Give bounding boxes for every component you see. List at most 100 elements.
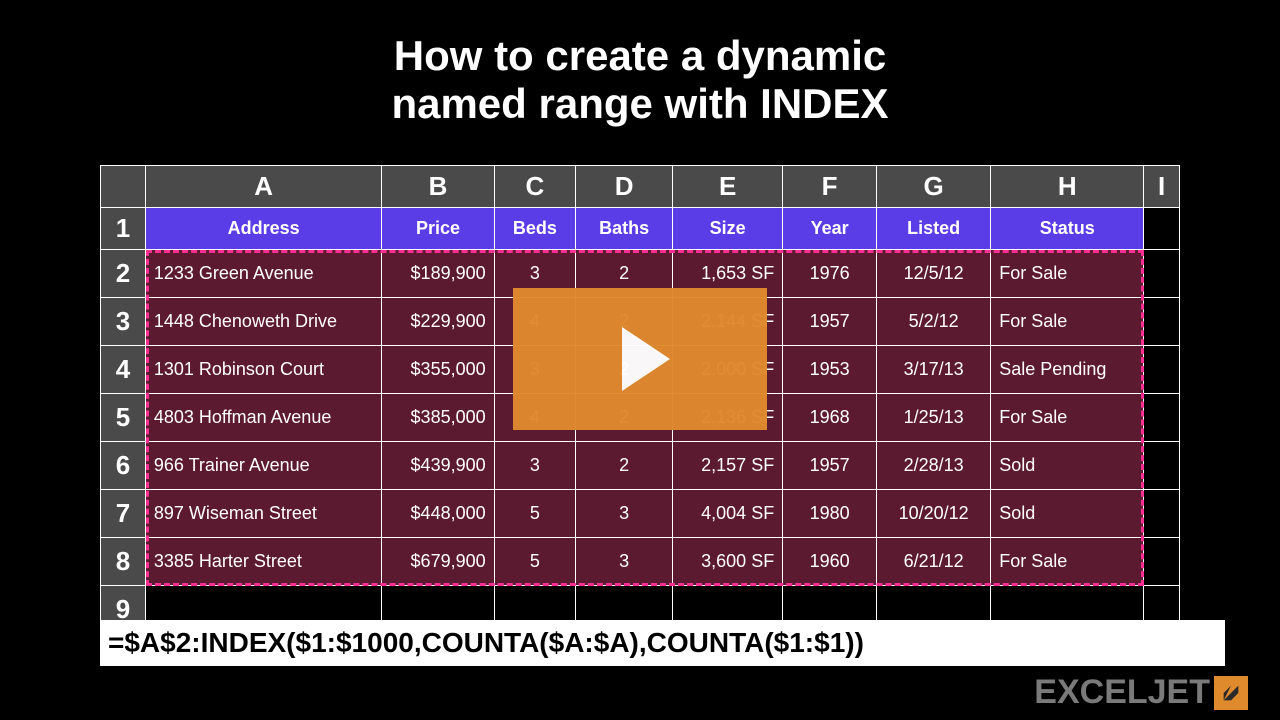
- cell-status[interactable]: Sale Pending: [991, 346, 1144, 394]
- header-price[interactable]: Price: [382, 208, 494, 250]
- table-row: 8 3385 Harter Street $679,900 5 3 3,600 …: [101, 538, 1180, 586]
- col-head-G[interactable]: G: [877, 166, 991, 208]
- cell-baths[interactable]: 2: [576, 442, 673, 490]
- cell-blank[interactable]: [1144, 250, 1180, 298]
- row-head-8[interactable]: 8: [101, 538, 146, 586]
- cell-address[interactable]: 3385 Harter Street: [145, 538, 382, 586]
- title-line-1: How to create a dynamic: [394, 32, 887, 79]
- header-size[interactable]: Size: [673, 208, 783, 250]
- cell-status[interactable]: For Sale: [991, 394, 1144, 442]
- col-head-F[interactable]: F: [783, 166, 877, 208]
- header-baths[interactable]: Baths: [576, 208, 673, 250]
- col-head-H[interactable]: H: [991, 166, 1144, 208]
- cell-price[interactable]: $679,900: [382, 538, 494, 586]
- cell-I1[interactable]: [1144, 208, 1180, 250]
- size-unit: SF: [751, 551, 774, 571]
- cell-blank[interactable]: [1144, 538, 1180, 586]
- cell-address[interactable]: 1233 Green Avenue: [145, 250, 382, 298]
- size-unit: SF: [751, 263, 774, 283]
- cell-year[interactable]: 1957: [783, 442, 877, 490]
- cell-listed[interactable]: 3/17/13: [877, 346, 991, 394]
- cell-baths[interactable]: 3: [576, 490, 673, 538]
- row-head-7[interactable]: 7: [101, 490, 146, 538]
- cell-status[interactable]: For Sale: [991, 298, 1144, 346]
- size-number: 3,600: [701, 551, 746, 571]
- cell-size[interactable]: 4,004 SF: [673, 490, 783, 538]
- logo-text: EXCELJET: [1034, 673, 1210, 712]
- stage: How to create a dynamic named range with…: [0, 0, 1280, 720]
- cell-year[interactable]: 1980: [783, 490, 877, 538]
- cell-blank[interactable]: [1144, 394, 1180, 442]
- cell-listed[interactable]: 1/25/13: [877, 394, 991, 442]
- cell-status[interactable]: Sold: [991, 490, 1144, 538]
- play-icon: [622, 327, 670, 391]
- column-letter-row: A B C D E F G H I: [101, 166, 1180, 208]
- cell-listed[interactable]: 6/21/12: [877, 538, 991, 586]
- row-head-1[interactable]: 1: [101, 208, 146, 250]
- table-row: 6 966 Trainer Avenue $439,900 3 2 2,157 …: [101, 442, 1180, 490]
- cell-price[interactable]: $229,900: [382, 298, 494, 346]
- cell-price[interactable]: $439,900: [382, 442, 494, 490]
- cell-listed[interactable]: 5/2/12: [877, 298, 991, 346]
- formula-bar[interactable]: =$A$2:INDEX($1:$1000,COUNTA($A:$A),COUNT…: [100, 620, 1225, 666]
- cell-price[interactable]: $355,000: [382, 346, 494, 394]
- cell-blank[interactable]: [1144, 346, 1180, 394]
- cell-price[interactable]: $385,000: [382, 394, 494, 442]
- cell-year[interactable]: 1953: [783, 346, 877, 394]
- cell-address[interactable]: 897 Wiseman Street: [145, 490, 382, 538]
- row-head-6[interactable]: 6: [101, 442, 146, 490]
- header-address[interactable]: Address: [145, 208, 382, 250]
- table-row: 7 897 Wiseman Street $448,000 5 3 4,004 …: [101, 490, 1180, 538]
- header-year[interactable]: Year: [783, 208, 877, 250]
- col-head-B[interactable]: B: [382, 166, 494, 208]
- cell-address[interactable]: 1301 Robinson Court: [145, 346, 382, 394]
- title-line-2: named range with INDEX: [391, 80, 888, 127]
- cell-blank[interactable]: [1144, 298, 1180, 346]
- cell-listed[interactable]: 2/28/13: [877, 442, 991, 490]
- cell-address[interactable]: 966 Trainer Avenue: [145, 442, 382, 490]
- header-status[interactable]: Status: [991, 208, 1144, 250]
- row-head-3[interactable]: 3: [101, 298, 146, 346]
- page-title: How to create a dynamic named range with…: [0, 0, 1280, 129]
- col-head-I[interactable]: I: [1144, 166, 1180, 208]
- col-head-C[interactable]: C: [494, 166, 576, 208]
- row-head-4[interactable]: 4: [101, 346, 146, 394]
- header-beds[interactable]: Beds: [494, 208, 576, 250]
- cell-year[interactable]: 1976: [783, 250, 877, 298]
- formula-text: =$A$2:INDEX($1:$1000,COUNTA($A:$A),COUNT…: [108, 627, 864, 659]
- cell-blank[interactable]: [1144, 490, 1180, 538]
- cell-beds[interactable]: 5: [494, 538, 576, 586]
- cell-beds[interactable]: 3: [494, 442, 576, 490]
- cell-address[interactable]: 1448 Chenoweth Drive: [145, 298, 382, 346]
- corner-cell[interactable]: [101, 166, 146, 208]
- cell-year[interactable]: 1957: [783, 298, 877, 346]
- brand-logo: EXCELJET: [1034, 673, 1248, 712]
- col-head-D[interactable]: D: [576, 166, 673, 208]
- size-number: 4,004: [701, 503, 746, 523]
- cell-listed[interactable]: 12/5/12: [877, 250, 991, 298]
- col-head-E[interactable]: E: [673, 166, 783, 208]
- play-button[interactable]: [513, 288, 767, 430]
- col-head-A[interactable]: A: [145, 166, 382, 208]
- cell-listed[interactable]: 10/20/12: [877, 490, 991, 538]
- cell-size[interactable]: 2,157 SF: [673, 442, 783, 490]
- cell-status[interactable]: For Sale: [991, 538, 1144, 586]
- cell-price[interactable]: $448,000: [382, 490, 494, 538]
- size-unit: SF: [751, 455, 774, 475]
- row-head-2[interactable]: 2: [101, 250, 146, 298]
- cell-blank[interactable]: [1144, 442, 1180, 490]
- cell-year[interactable]: 1960: [783, 538, 877, 586]
- row-head-5[interactable]: 5: [101, 394, 146, 442]
- size-number: 2,157: [701, 455, 746, 475]
- cell-address[interactable]: 4803 Hoffman Avenue: [145, 394, 382, 442]
- cell-price[interactable]: $189,900: [382, 250, 494, 298]
- cell-size[interactable]: 3,600 SF: [673, 538, 783, 586]
- cell-baths[interactable]: 3: [576, 538, 673, 586]
- cell-year[interactable]: 1968: [783, 394, 877, 442]
- cell-status[interactable]: Sold: [991, 442, 1144, 490]
- cell-status[interactable]: For Sale: [991, 250, 1144, 298]
- logo-mark-icon: [1214, 676, 1248, 710]
- header-row: 1 Address Price Beds Baths Size Year Lis…: [101, 208, 1180, 250]
- cell-beds[interactable]: 5: [494, 490, 576, 538]
- header-listed[interactable]: Listed: [877, 208, 991, 250]
